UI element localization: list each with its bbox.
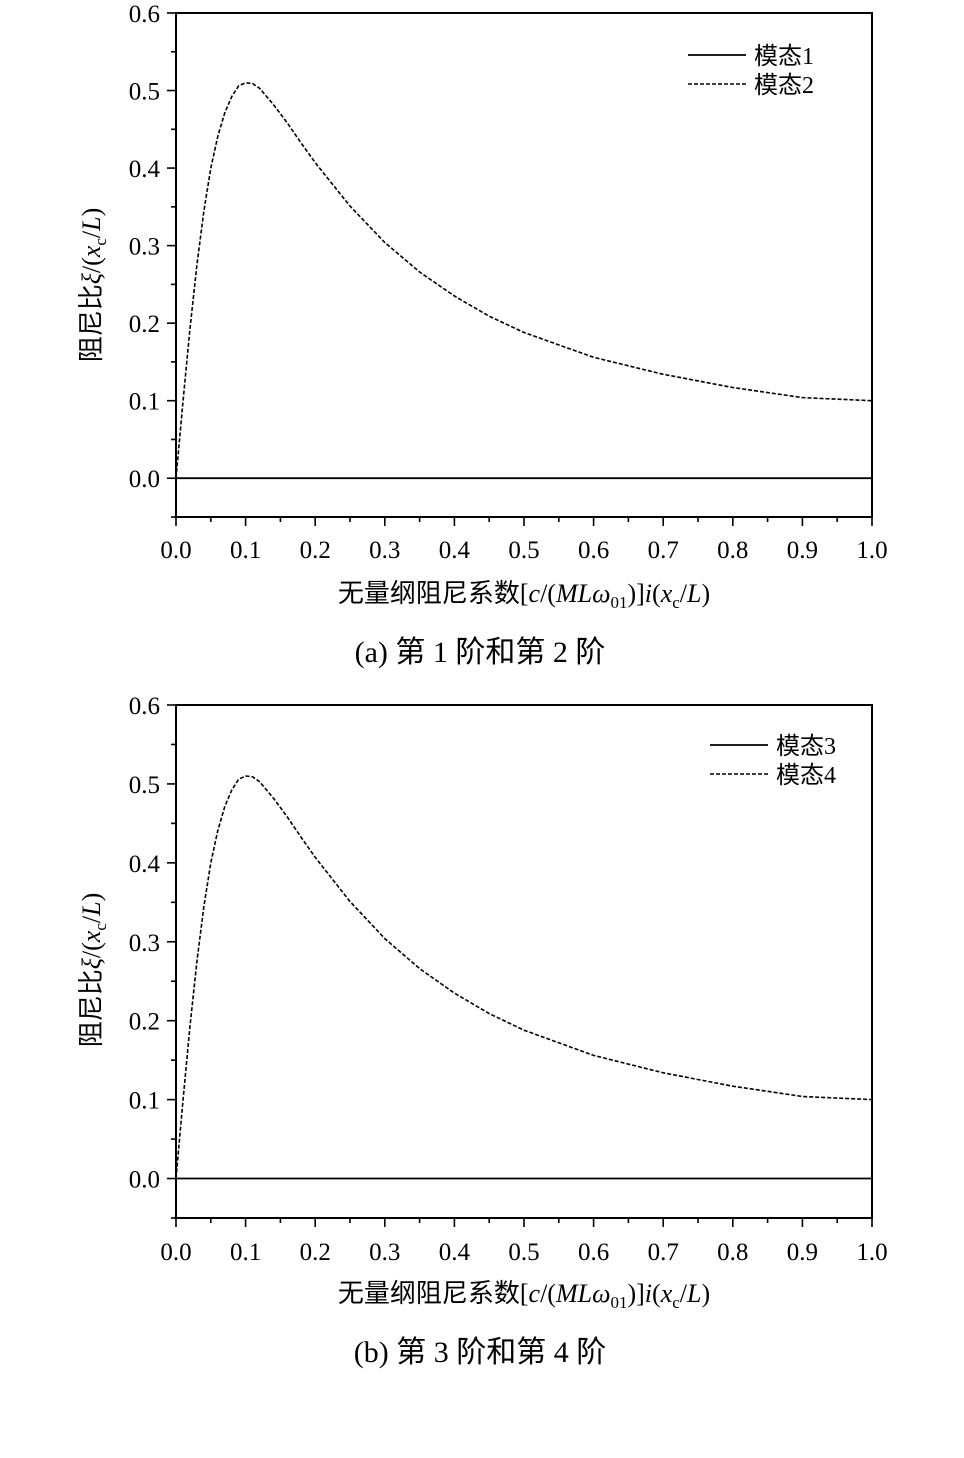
y-tick-labels-a: 0.0 0.1 0.2 0.3 0.4 0.5 0.6 [129, 1, 161, 493]
x-tick-label: 0.0 [160, 1239, 191, 1266]
y-tick-label: 0.3 [129, 930, 160, 957]
x-tick-label: 0.9 [787, 537, 818, 564]
y-tick-label: 0.3 [129, 234, 160, 261]
plot-area-b [175, 775, 873, 1180]
x-tick-label: 0.2 [300, 1239, 331, 1266]
x-tick-label: 0.4 [439, 537, 471, 564]
x-tick-label: 0.8 [717, 1239, 748, 1266]
y-tick-label: 0.0 [129, 1167, 160, 1194]
x-tick-label: 0.3 [369, 1239, 400, 1266]
chart-a: 0.0 0.1 0.2 0.3 0.4 0.5 0.6 0.7 0.8 0.9 1.0 0.0 0.1… [77, 1, 888, 669]
ticks-b [167, 704, 873, 1227]
x-tick-label: 0.7 [648, 1239, 679, 1266]
y-tick-label: 0.2 [129, 1009, 160, 1036]
x-tick-label: 1.0 [856, 1239, 887, 1266]
x-tick-label: 0.2 [300, 537, 331, 564]
y-tick-label: 0.0 [129, 466, 160, 493]
y-axis-label-b: 阻尼比ξ/(xc/L) [77, 893, 110, 1048]
x-tick-label: 0.6 [578, 1239, 609, 1266]
series-line-2 [175, 82, 873, 479]
plot-frame-b [175, 704, 873, 1219]
x-tick-label: 0.6 [578, 537, 609, 564]
x-tick-label: 0.5 [508, 537, 539, 564]
x-axis-label-a: 无量纲阻尼系数[c/(MLω01)]i(xc/L) [338, 579, 710, 612]
x-axis-label-b: 无量纲阻尼系数[c/(MLω01)]i(xc/L) [338, 1279, 710, 1312]
x-tick-label: 0.1 [230, 1239, 261, 1266]
y-tick-label: 0.5 [129, 772, 160, 799]
series-line-2 [175, 775, 873, 1179]
x-tick-label: 1.0 [856, 537, 887, 564]
y-tick-label: 0.1 [129, 1088, 160, 1115]
legend-label-2: 模态2 [754, 72, 814, 99]
plot-area-a [175, 82, 873, 480]
x-tick-label: 0.0 [160, 537, 191, 564]
y-tick-label: 0.4 [129, 851, 161, 878]
y-tick-label: 0.1 [129, 389, 160, 416]
chart-b: 0.0 0.1 0.2 0.3 0.4 0.5 0.6 0.7 0.8 0.9 1.0 0.0 0.1… [77, 693, 888, 1369]
y-tick-label: 0.5 [129, 79, 160, 106]
caption-a: (a) 第 1 阶和第 2 阶 [355, 636, 606, 669]
y-tick-labels-b: 0.0 0.1 0.2 0.3 0.4 0.5 0.6 [129, 693, 161, 1194]
y-tick-label: 0.2 [129, 311, 160, 338]
x-tick-label: 0.7 [648, 537, 679, 564]
legend-label-1: 模态3 [776, 733, 836, 760]
y-tick-label: 0.6 [129, 693, 160, 720]
x-tick-label: 0.9 [787, 1239, 818, 1266]
caption-b: (b) 第 3 阶和第 4 阶 [354, 1336, 606, 1369]
y-tick-label: 0.4 [129, 156, 161, 183]
x-tick-labels-a: 0.0 0.1 0.2 0.3 0.4 0.5 0.6 0.7 0.8 0.9 1.0 [160, 537, 887, 564]
x-tick-label: 0.3 [369, 537, 400, 564]
y-tick-label: 0.6 [129, 1, 160, 28]
legend-label-1: 模态1 [754, 43, 814, 70]
x-tick-label: 0.8 [717, 537, 748, 564]
x-tick-label: 0.1 [230, 537, 261, 564]
y-axis-label-a: 阻尼比ξ/(xc/L) [77, 208, 110, 363]
ticks-a [167, 12, 873, 526]
legend-label-2: 模态4 [776, 762, 836, 789]
x-tick-label: 0.4 [439, 1239, 471, 1266]
x-tick-labels-b: 0.0 0.1 0.2 0.3 0.4 0.5 0.6 0.7 0.8 0.9 1.0 [160, 1239, 887, 1266]
x-tick-label: 0.5 [508, 1239, 539, 1266]
